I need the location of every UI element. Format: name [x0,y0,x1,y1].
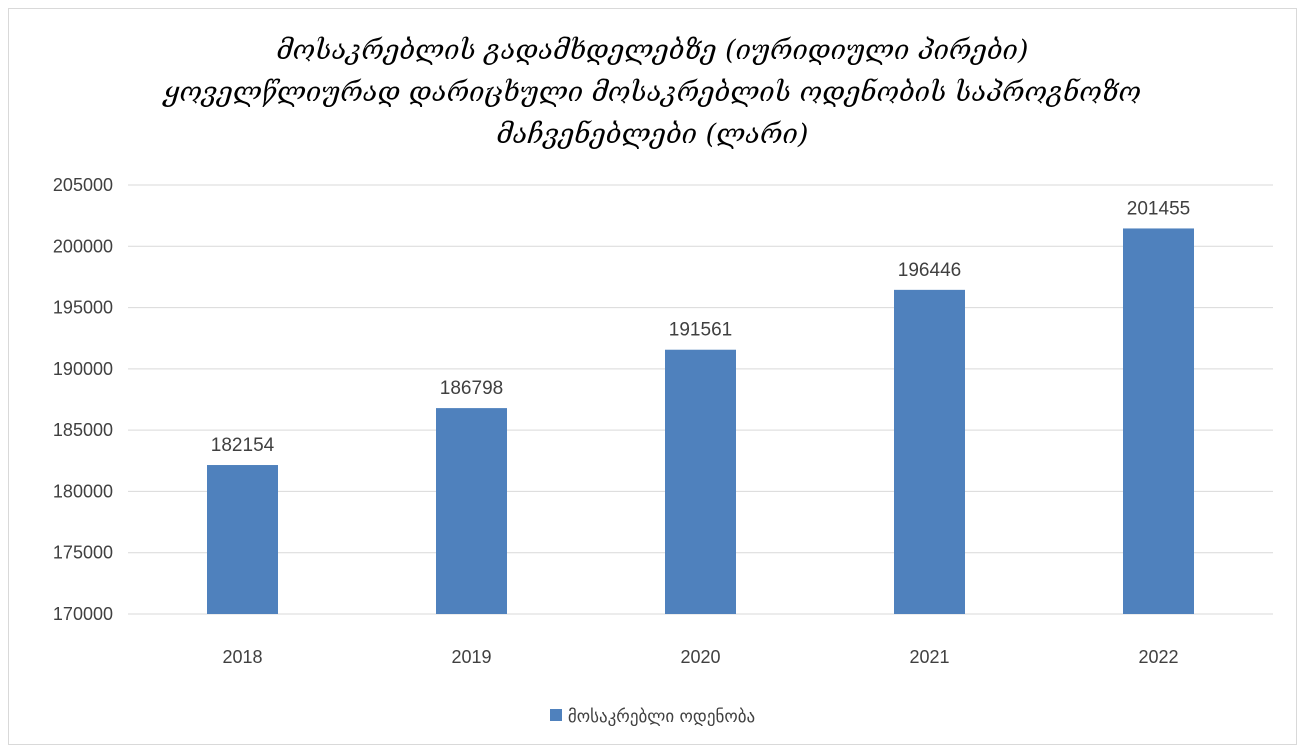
x-tick-label: 2022 [1138,647,1178,667]
y-tick-label: 195000 [53,298,113,318]
y-tick-label: 170000 [53,604,113,624]
legend-swatch [549,709,562,721]
chart-title-line-2: ყოველწლიურად დარიცხული მოსაკრებლის ოდენო… [163,77,1142,108]
data-label: 182154 [211,435,275,456]
chart-area [8,8,1297,745]
chart-title-line-3: მაჩვენებლები (ლარი) [496,119,809,150]
bar [665,349,736,614]
y-tick-label: 185000 [53,420,113,440]
x-tick-label: 2019 [451,647,491,667]
y-tick-label: 190000 [53,359,113,379]
y-tick-label: 200000 [53,236,113,256]
bar [207,465,278,614]
chart-title: მოსაკრებლის გადამხდელებზე (იურიდიული პირ… [0,30,1305,156]
y-tick-label: 205000 [53,175,113,195]
chart-title-line-1: მოსაკრებლის გადამხდელებზე (იურიდიული პირ… [276,35,1029,66]
y-tick-label: 175000 [53,543,113,563]
bar [1123,228,1194,614]
bar [894,289,965,614]
x-tick-label: 2018 [222,647,262,667]
y-tick-label: 180000 [53,481,113,501]
x-tick-label: 2021 [909,647,949,667]
data-label: 201455 [1127,198,1190,219]
legend: მოსაკრებლი ოდენობა [0,707,1305,727]
data-label: 186798 [440,378,503,399]
data-label: 196446 [898,260,961,281]
data-label: 191561 [669,320,732,341]
legend-label: მოსაკრებლი ოდენობა [567,707,756,727]
x-tick-label: 2020 [680,647,720,667]
bar [436,408,507,614]
